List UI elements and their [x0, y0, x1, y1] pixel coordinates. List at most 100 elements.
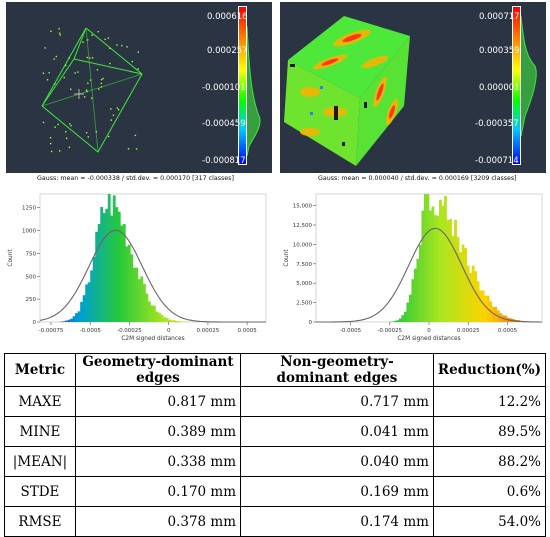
point-marker	[69, 147, 70, 148]
histogram-bar	[135, 268, 138, 322]
metric-name: STDE	[5, 477, 76, 507]
left-colorbar-label-1: 0.000257	[207, 46, 248, 56]
header-geometry-dominant: Geometry-dominant edges	[75, 354, 240, 387]
point-marker	[82, 42, 83, 43]
histogram-bar	[128, 245, 131, 322]
point-marker	[109, 48, 110, 49]
left-colorbar-label-0: 0.000616	[207, 12, 248, 22]
histogram-bar	[416, 259, 419, 322]
x-tick-label: -0.0005	[80, 328, 102, 334]
point-marker	[92, 57, 93, 58]
histogram-bar	[181, 321, 184, 322]
x-tick-label: -0.00025	[117, 328, 142, 334]
x-tick-label: 0	[427, 328, 431, 334]
histogram-bar	[437, 216, 440, 322]
reduction-value: 0.6%	[433, 477, 545, 507]
point-marker	[65, 65, 66, 66]
table-row: MAXE 0.817 mm 0.717 mm 12.2%	[5, 387, 546, 417]
histogram-bar	[63, 321, 66, 322]
point-marker	[69, 123, 70, 124]
x-tick-label: 0.0005	[498, 328, 518, 334]
histogram-bar	[432, 207, 435, 322]
histogram-bar	[442, 206, 445, 322]
point-marker	[74, 72, 75, 73]
right-colorbar-label-2: 0.000001	[479, 83, 520, 93]
left-colorbar-label-2: -0.000101	[202, 83, 246, 93]
x-tick-label: 0	[167, 328, 171, 334]
metric-name: RMSE	[5, 507, 76, 537]
table-row: STDE 0.170 mm 0.169 mm 0.6%	[5, 477, 546, 507]
histogram-bar	[168, 320, 171, 322]
table-row: RMSE 0.378 mm 0.174 mm 54.0%	[5, 507, 546, 537]
geometry-value: 0.170 mm	[75, 477, 240, 507]
histogram-bar	[409, 295, 412, 322]
x-tick-label: -0.00075	[39, 328, 64, 334]
geometry-value: 0.817 mm	[75, 387, 240, 417]
point-marker	[110, 108, 111, 109]
y-tick-label: 15,000	[293, 204, 313, 210]
histogram-bar	[404, 312, 407, 322]
reduction-value: 12.2%	[433, 387, 545, 417]
point-marker	[55, 126, 56, 127]
point-marker	[56, 56, 57, 57]
non-geometry-value: 0.174 mm	[241, 507, 434, 537]
point-marker	[60, 34, 61, 35]
metric-name: |MEAN|	[5, 447, 76, 477]
histogram-bar	[118, 212, 121, 322]
x-axis-label: C2M signed distances	[121, 336, 184, 342]
x-tick-label: 0.00025	[197, 328, 220, 334]
x-tick-label: 0.00025	[457, 328, 480, 334]
histogram-bar	[123, 224, 126, 322]
right-colorbar-label-1: 0.000359	[479, 46, 520, 56]
histogram-bar	[113, 195, 116, 322]
histogram-bar	[399, 318, 402, 322]
histogram-bar	[462, 244, 465, 322]
histogram-bar	[484, 296, 487, 322]
histogram-bar	[467, 266, 470, 322]
histogram-bar	[148, 301, 151, 322]
y-tick-label: 0	[33, 320, 37, 326]
point-marker	[101, 79, 102, 80]
y-tick-label: 2,500	[296, 301, 312, 307]
histogram-bar	[153, 306, 156, 322]
histogram-bar	[90, 270, 93, 322]
point-marker	[89, 57, 90, 58]
histogram-bar	[457, 237, 460, 322]
reduction-value: 88.2%	[433, 447, 545, 477]
histogram-bar	[70, 319, 73, 322]
point-marker	[50, 143, 51, 144]
histogram-bar	[100, 207, 103, 322]
histogram-bar	[103, 213, 106, 322]
histogram-bar	[176, 321, 179, 322]
point-marker	[138, 52, 139, 53]
point-marker	[97, 69, 98, 70]
point-marker	[91, 35, 92, 36]
histogram-bar	[474, 271, 477, 322]
geometry-value: 0.389 mm	[75, 417, 240, 447]
point-marker	[101, 83, 102, 84]
histogram-bar	[138, 279, 141, 322]
histogram-bar	[65, 321, 68, 322]
histogram-bar	[161, 315, 164, 322]
point-marker	[90, 79, 91, 80]
histogram-bar	[156, 312, 159, 322]
histogram-bar	[115, 207, 118, 322]
y-tick-label: 500	[26, 274, 37, 280]
histogram-bar	[68, 320, 71, 322]
histogram-bar	[429, 211, 432, 323]
histogram-bar	[472, 266, 475, 322]
histogram-bar	[479, 290, 482, 322]
point-marker	[117, 107, 118, 108]
metrics-table: Metric Geometry-dominant edges Non-geome…	[4, 353, 546, 537]
histogram-bar	[88, 282, 91, 322]
point-marker	[88, 136, 89, 137]
point-marker	[59, 33, 60, 34]
geometry-value: 0.338 mm	[75, 447, 240, 477]
y-tick-label: 1000	[22, 229, 36, 235]
point-marker	[50, 31, 51, 32]
non-geometry-value: 0.717 mm	[241, 387, 434, 417]
plot-area	[40, 194, 266, 322]
point-marker	[98, 31, 99, 32]
